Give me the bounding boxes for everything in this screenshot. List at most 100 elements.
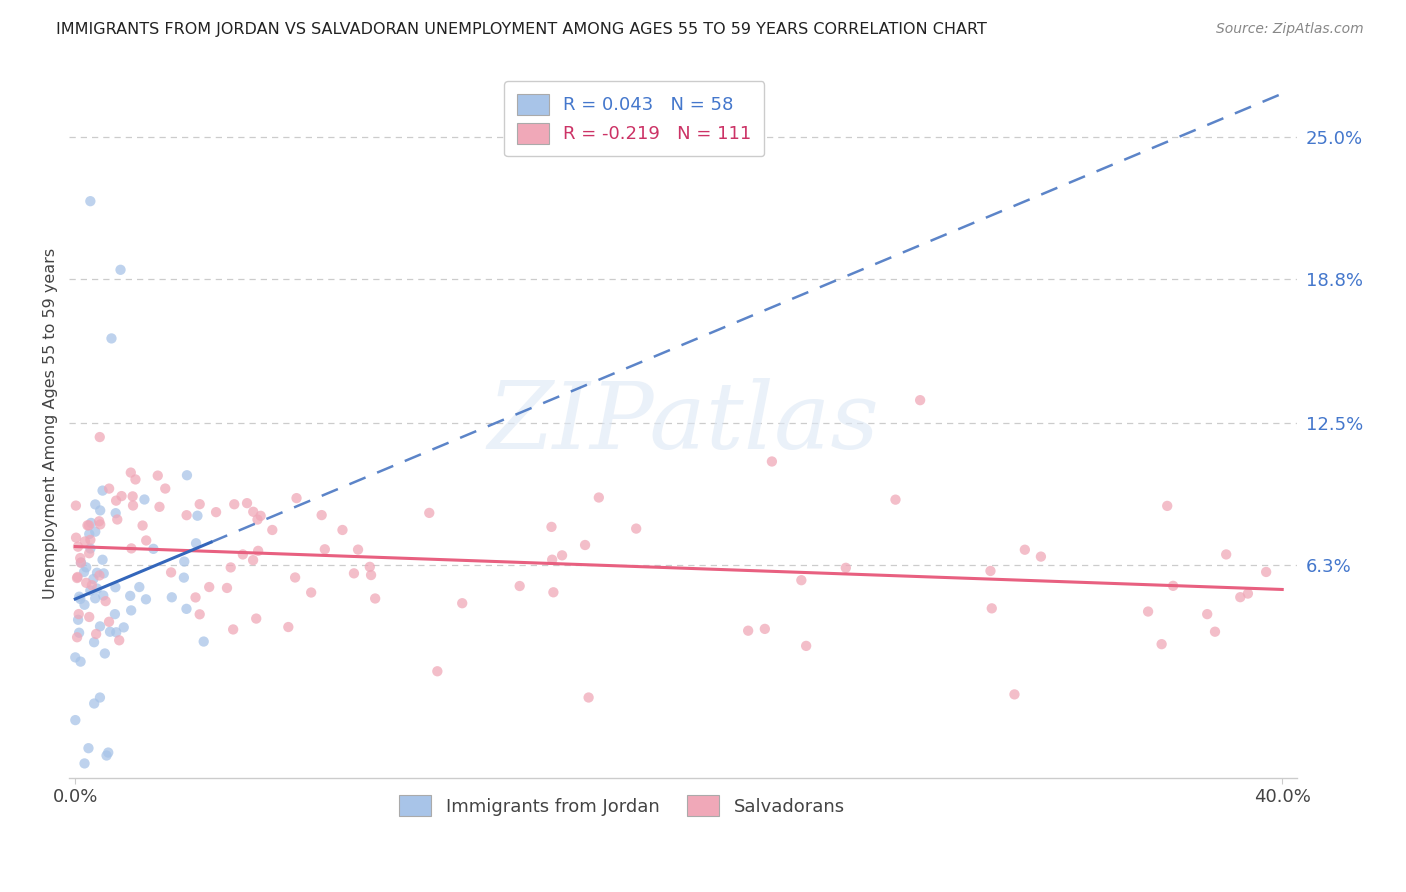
Point — [83, 697, 105, 711]
Point — [73, 565, 96, 579]
Point — [79, 583, 101, 598]
Point — [173, 555, 195, 569]
Point — [574, 538, 596, 552]
Point — [120, 589, 142, 603]
Y-axis label: Unemployment Among Ages 55 to 59 years: Unemployment Among Ages 55 to 59 years — [44, 247, 58, 599]
Point — [543, 585, 565, 599]
Point — [193, 634, 215, 648]
Point — [205, 505, 228, 519]
Point — [70, 556, 93, 570]
Point — [761, 454, 783, 468]
Point — [1014, 542, 1036, 557]
Point — [69, 551, 91, 566]
Point — [89, 619, 111, 633]
Point — [790, 573, 813, 587]
Point — [1197, 607, 1219, 621]
Point — [84, 627, 107, 641]
Point — [160, 591, 183, 605]
Point — [120, 466, 142, 480]
Point — [100, 331, 122, 345]
Point — [222, 623, 245, 637]
Point — [794, 639, 817, 653]
Point — [184, 536, 207, 550]
Point — [128, 580, 150, 594]
Point — [246, 512, 269, 526]
Point — [79, 194, 101, 209]
Point — [551, 549, 574, 563]
Point — [89, 568, 111, 582]
Point — [540, 520, 562, 534]
Point — [84, 498, 107, 512]
Point — [343, 566, 366, 581]
Point — [80, 578, 103, 592]
Point — [89, 517, 111, 532]
Point — [284, 570, 307, 584]
Point — [314, 542, 336, 557]
Point — [120, 603, 142, 617]
Point — [624, 522, 647, 536]
Point — [104, 580, 127, 594]
Point — [97, 746, 120, 760]
Point — [108, 633, 131, 648]
Point — [86, 566, 108, 580]
Point — [135, 592, 157, 607]
Point — [835, 561, 858, 575]
Point — [66, 540, 89, 554]
Point — [908, 393, 931, 408]
Point — [176, 468, 198, 483]
Point — [451, 596, 474, 610]
Point — [76, 518, 98, 533]
Point — [418, 506, 440, 520]
Point — [73, 756, 96, 771]
Point — [754, 622, 776, 636]
Point — [77, 741, 100, 756]
Point — [105, 512, 128, 526]
Point — [73, 534, 96, 549]
Point — [69, 591, 91, 606]
Point — [1150, 637, 1173, 651]
Point — [242, 505, 264, 519]
Point — [89, 690, 111, 705]
Point — [66, 571, 89, 585]
Point — [67, 590, 90, 604]
Point — [148, 500, 170, 514]
Point — [96, 748, 118, 763]
Point — [1161, 579, 1184, 593]
Point — [184, 591, 207, 605]
Point — [65, 499, 87, 513]
Point — [242, 553, 264, 567]
Point — [66, 630, 89, 644]
Point — [110, 489, 132, 503]
Point — [176, 508, 198, 523]
Point — [245, 611, 267, 625]
Point — [67, 625, 90, 640]
Point — [80, 516, 103, 530]
Point — [979, 564, 1001, 578]
Point — [82, 572, 104, 586]
Point — [215, 581, 238, 595]
Point — [93, 566, 115, 581]
Point — [1137, 605, 1160, 619]
Point — [1256, 565, 1278, 579]
Point — [94, 594, 117, 608]
Point — [332, 523, 354, 537]
Point — [1156, 499, 1178, 513]
Point — [509, 579, 531, 593]
Point — [347, 542, 370, 557]
Point — [124, 472, 146, 486]
Point — [120, 541, 142, 556]
Point — [84, 524, 107, 539]
Point — [94, 647, 117, 661]
Point — [65, 713, 87, 727]
Point — [86, 582, 108, 596]
Point — [359, 559, 381, 574]
Point — [98, 615, 121, 629]
Point — [75, 575, 97, 590]
Point — [188, 607, 211, 622]
Point — [91, 589, 114, 603]
Point — [160, 566, 183, 580]
Point — [219, 560, 242, 574]
Point — [1204, 624, 1226, 639]
Point — [89, 514, 111, 528]
Point — [69, 655, 91, 669]
